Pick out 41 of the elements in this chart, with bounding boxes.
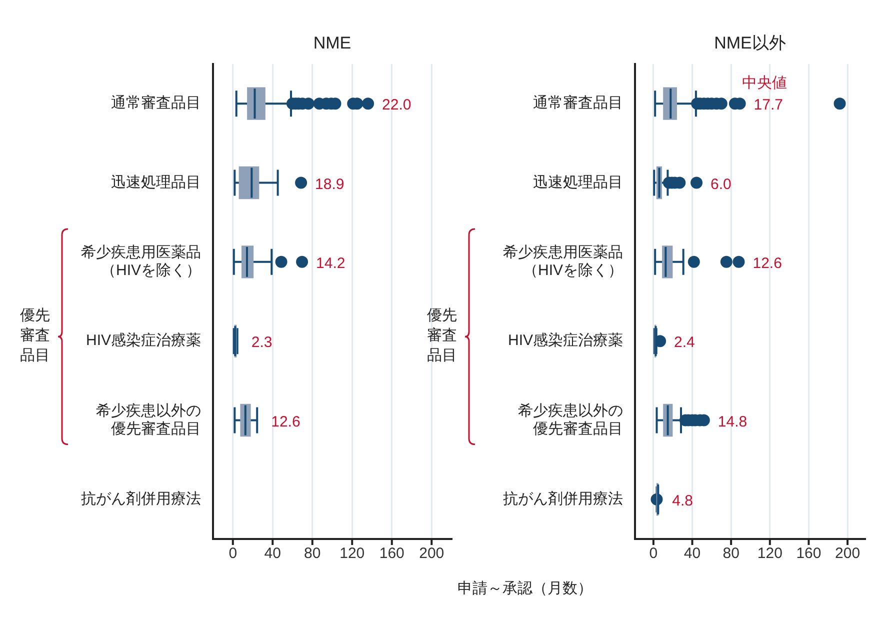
annotation: 17.7: [754, 96, 784, 114]
annotation: 22.0: [382, 96, 412, 114]
annotation: 優先審査品目: [426, 306, 458, 366]
x-tick-label: 160: [379, 545, 404, 562]
x-tick-label: 200: [419, 545, 444, 562]
y-tick-label: 通常審査品目: [533, 94, 623, 112]
y-tick-label: 希少疾患用医薬品（HIVを除く）: [503, 244, 623, 280]
x-tick-label: 200: [835, 545, 860, 562]
x-tick-label: 0: [228, 545, 238, 562]
annotation: 12.6: [752, 255, 782, 272]
annotation: 18.9: [315, 176, 344, 193]
x-tick-label: 80: [304, 545, 321, 562]
x-tick-label: 120: [340, 545, 365, 562]
y-tick-label: 希少疾患以外の優先審査品目: [96, 402, 201, 438]
annotation: 14.2: [316, 255, 346, 272]
x-tick-label: 40: [684, 545, 701, 562]
y-tick-label: 希少疾患用医薬品（HIVを除く）: [81, 244, 201, 280]
annotation: 4.8: [672, 492, 693, 510]
y-tick-label: 迅速処理品目: [533, 174, 623, 191]
annotation: 2.4: [674, 334, 695, 352]
x-tick-label: 120: [757, 545, 782, 562]
x-tick-label: 40: [264, 545, 281, 562]
y-tick-label: 抗がん剤併用療法: [81, 490, 201, 508]
x-axis-title: 申請～承認（月数）: [456, 579, 594, 598]
chart-title: NME以外: [714, 34, 786, 53]
x-tick-label: 80: [722, 545, 740, 562]
annotation: 14.8: [718, 413, 748, 430]
text: 優先審査品目: [19, 306, 51, 366]
annotation: 中央値: [742, 74, 787, 92]
y-tick-label: HIV感染症治療薬: [86, 332, 201, 350]
annotation: 6.0: [710, 176, 732, 193]
chart-title: NME: [313, 34, 352, 53]
y-tick-label: HIV感染症治療薬: [508, 332, 623, 350]
y-tick-label: 迅速処理品目: [111, 174, 201, 191]
annotation: 12.6: [271, 413, 300, 430]
x-tick-label: 160: [796, 545, 822, 562]
y-tick-label: 通常審査品目: [111, 94, 201, 112]
annotation: 2.3: [251, 334, 272, 352]
x-tick-label: 0: [649, 545, 658, 562]
y-tick-label: 抗がん剤併用療法: [503, 490, 623, 508]
y-tick-label: 希少疾患以外の優先審査品目: [518, 402, 623, 438]
